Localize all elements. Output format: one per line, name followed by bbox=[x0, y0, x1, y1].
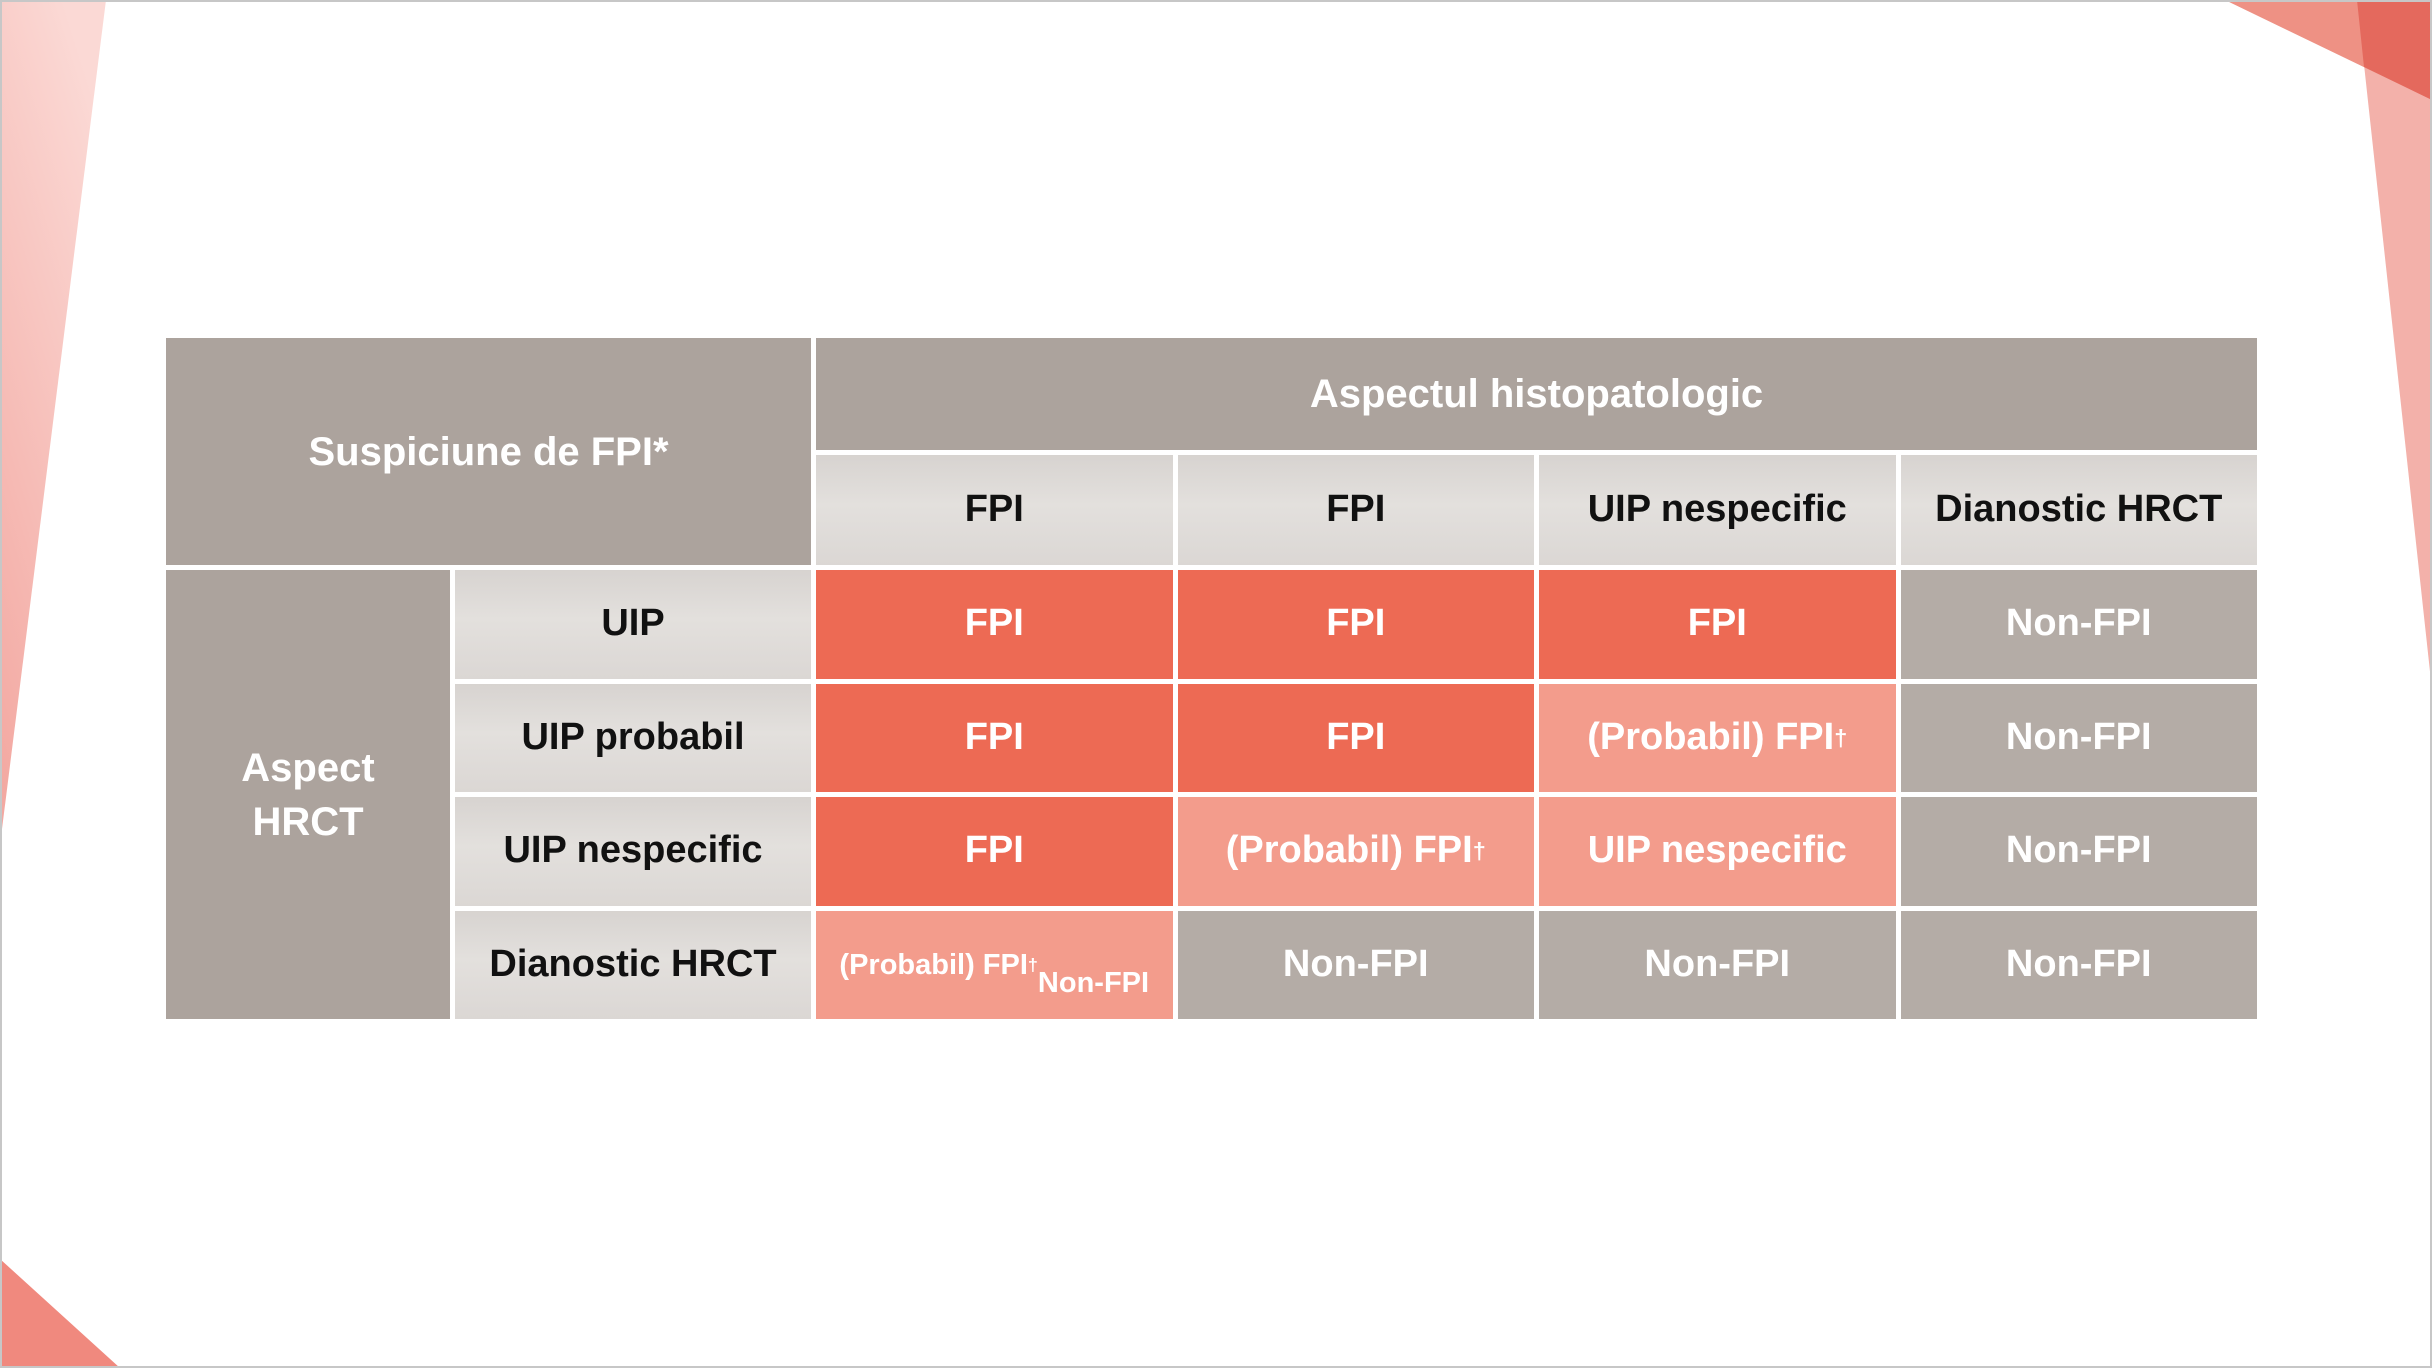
matrix-cell-r0-c0: FPI bbox=[816, 570, 1173, 679]
matrix-cell-r1-c2: (Probabil) FPI † bbox=[1539, 683, 1896, 792]
top-left-ribbon bbox=[0, 0, 106, 845]
matrix-cell-r2-c3: Non-FPI bbox=[1900, 797, 2257, 906]
row-header-dianostic-hrct: Dianostic HRCT bbox=[455, 910, 811, 1019]
matrix-cell-r0-c1: FPI bbox=[1177, 570, 1534, 679]
row-header-uip: UIP bbox=[455, 570, 811, 679]
bottom-left-triangle bbox=[0, 1259, 120, 1368]
matrix-cell-r2-c0: FPI bbox=[816, 797, 1173, 906]
matrix-cell-r3-c3: Non-FPI bbox=[1900, 910, 2257, 1019]
matrix-cell-r1-c0: FPI bbox=[816, 683, 1173, 792]
matrix-cell-r0-c3: Non-FPI bbox=[1900, 570, 2257, 679]
diagnosis-matrix: Suspiciune de FPI* Aspectul histopatolog… bbox=[166, 338, 2257, 1019]
matrix-cell-r3-c1: Non-FPI bbox=[1177, 910, 1534, 1019]
col-header-uip-nespecific: UIP nespecific bbox=[1539, 455, 1896, 565]
corner-header: Suspiciune de FPI* bbox=[166, 338, 811, 565]
matrix-cell-r2-c1: (Probabil) FPI † bbox=[1177, 797, 1534, 906]
col-header-fpi-2: FPI bbox=[1177, 455, 1534, 565]
matrix-cell-r1-c1: FPI bbox=[1177, 683, 1534, 792]
top-right-band bbox=[2357, 0, 2432, 690]
row-header-uip-nespecific: UIP nespecific bbox=[455, 797, 811, 906]
matrix-cell-r0-c2: FPI bbox=[1539, 570, 1896, 679]
col-header-fpi-1: FPI bbox=[816, 455, 1173, 565]
matrix-cell-r1-c3: Non-FPI bbox=[1900, 683, 2257, 792]
matrix-cell-r3-c0: (Probabil) FPI † Non-FPI bbox=[816, 910, 1173, 1019]
row-header-uip-probabil: UIP probabil bbox=[455, 683, 811, 792]
row-group-header: Aspect HRCT bbox=[166, 570, 450, 1019]
column-group-header: Aspectul histopatologic bbox=[816, 338, 2257, 450]
matrix-cell-r3-c2: Non-FPI bbox=[1539, 910, 1896, 1019]
col-header-dianostic-hrct: Dianostic HRCT bbox=[1900, 455, 2257, 565]
matrix-cell-r2-c2: UIP nespecific bbox=[1539, 797, 1896, 906]
top-right-overlap bbox=[2357, 0, 2432, 100]
